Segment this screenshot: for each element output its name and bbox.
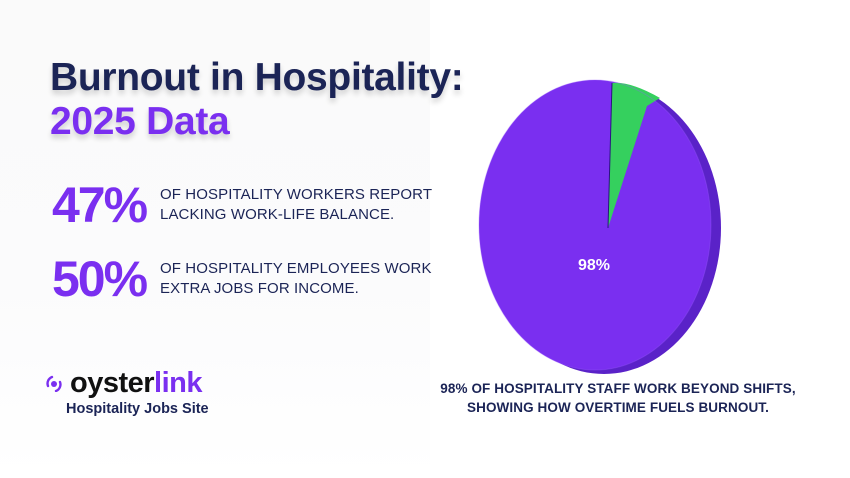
pie-slice-2	[608, 82, 660, 228]
caption-line-2: SHOWING HOW OVERTIME FUELS BURNOUT.	[467, 400, 769, 415]
stat-desc-line-1: OF HOSPITALITY EMPLOYEES WORK	[160, 260, 432, 277]
page-title: Burnout in Hospitality: 2025 Data	[50, 56, 464, 144]
pie-slice-edge	[607, 82, 613, 229]
logo-tagline: Hospitality Jobs Site	[66, 401, 209, 417]
logo-word-link: link	[154, 367, 203, 399]
stat-description: OF HOSPITALITY EMPLOYEES WORK EXTRA JOBS…	[160, 259, 432, 299]
caption-line-1: 98% OF HOSPITALITY STAFF WORK BEYOND SHI…	[440, 381, 796, 396]
oyster-signal-icon	[46, 375, 62, 392]
stat-desc-line-1: OF HOSPITALITY WORKERS REPORT	[160, 186, 433, 203]
stat-value: 50%	[52, 251, 148, 307]
pie-slice-98	[479, 80, 711, 370]
stat-value: 47%	[52, 177, 148, 233]
stat-work-life-balance: 47% OF HOSPITALITY WORKERS REPORT LACKIN…	[52, 180, 432, 230]
pie-chart	[478, 79, 721, 374]
title-line-1: Burnout in Hospitality:	[50, 56, 464, 99]
stat-desc-line-2: EXTRA JOBS FOR INCOME.	[160, 280, 359, 297]
chart-caption: 98% OF HOSPITALITY STAFF WORK BEYOND SHI…	[400, 379, 836, 417]
logo-word-oyster: oyster	[70, 367, 155, 399]
logo-wordmark: oysterlink	[70, 367, 203, 399]
stat-description: OF HOSPITALITY WORKERS REPORT LACKING WO…	[160, 185, 432, 225]
background-panel	[0, 0, 430, 478]
pie-highlight	[478, 79, 712, 371]
oysterlink-logo[interactable]: oysterlink Hospitality Jobs Site	[44, 368, 209, 417]
stat-desc-line-2: LACKING WORK-LIFE BALANCE.	[160, 206, 395, 223]
pie-data-label: 98%	[578, 257, 611, 274]
title-line-2: 2025 Data	[50, 100, 230, 143]
stat-extra-jobs: 50% OF HOSPITALITY EMPLOYEES WORK EXTRA …	[52, 254, 432, 304]
